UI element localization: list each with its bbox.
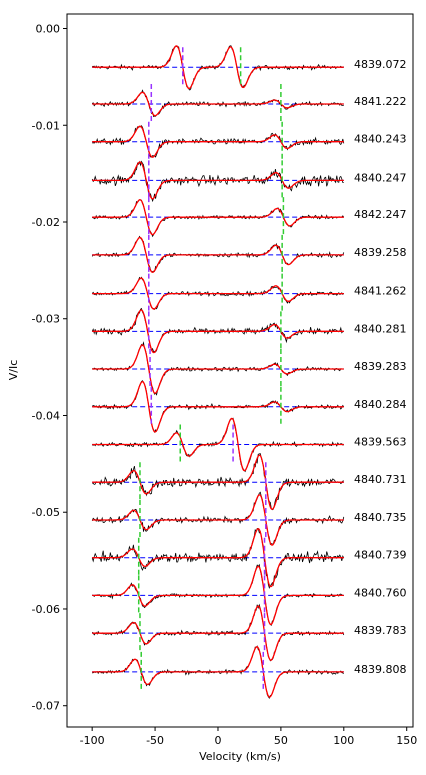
series-label: 4839.072: [354, 58, 407, 71]
series-label: 4840.281: [354, 322, 407, 335]
x-tick-label: 100: [333, 734, 354, 747]
model-profile: [92, 605, 344, 661]
series-label: 4841.222: [354, 95, 407, 108]
model-profile: [92, 454, 344, 511]
model-profile: [92, 309, 344, 354]
y-tick-label: -0.03: [32, 313, 60, 326]
model-profile: [92, 494, 344, 546]
model-profile: [92, 645, 344, 698]
observed-profile: [91, 160, 344, 203]
model-profile: [92, 417, 344, 472]
model-profile: [92, 91, 344, 117]
model-profile: [92, 199, 344, 236]
y-tick-label: -0.04: [32, 409, 60, 422]
y-tick-label: -0.07: [32, 700, 60, 713]
model-profile: [92, 380, 344, 433]
series-label: 4839.258: [354, 246, 407, 259]
y-tick-label: -0.02: [32, 216, 60, 229]
series-label: 4840.731: [354, 473, 407, 486]
x-tick-label: 150: [396, 734, 417, 747]
plot-background: [67, 14, 413, 727]
x-tick-label: 50: [274, 734, 288, 747]
series-labels: 4839.072 4841.222 4840.243 4840.247 4842.247…: [354, 58, 407, 676]
x-axis-ticks: -100 -50 0 50 100 150: [80, 727, 417, 747]
model-profile: [92, 277, 344, 310]
series-label: 4840.284: [354, 398, 407, 411]
y-tick-label: 0.00: [36, 23, 61, 36]
series-label: 4840.247: [354, 171, 407, 184]
series-label: 4842.247: [354, 208, 407, 221]
model-profile: [92, 344, 344, 394]
y-tick-label: -0.01: [32, 119, 60, 132]
model-profile: [92, 125, 344, 158]
model-profile: [92, 527, 344, 588]
series-label: 4840.735: [354, 511, 407, 524]
y-axis-ticks: 0.00 -0.01 -0.02 -0.03 -0.04 -0.05 -0.06 -0.07: [32, 23, 67, 713]
series-label: 4840.739: [354, 549, 407, 562]
x-tick-label: -50: [146, 734, 164, 747]
x-tick-label: 0: [214, 734, 221, 747]
model-profile: [92, 45, 344, 90]
series-label: 4841.262: [354, 285, 407, 298]
series-label: 4839.808: [354, 663, 407, 676]
velocity-markers: [137, 47, 285, 692]
model-profile: [92, 161, 344, 200]
y-tick-label: -0.06: [32, 603, 60, 616]
series-label: 4839.283: [354, 360, 407, 373]
series-curves: [91, 45, 345, 699]
series-label: 4839.783: [354, 624, 407, 637]
series-label: 4839.563: [354, 436, 407, 449]
y-axis-label: V/Ic: [7, 360, 20, 381]
model-profile: [92, 565, 344, 626]
x-axis-label: Velocity (km/s): [199, 750, 281, 763]
model-profile: [92, 236, 344, 273]
plot-frame: [66, 13, 414, 728]
x-tick-label: -100: [80, 734, 105, 747]
series-label: 4840.243: [354, 133, 407, 146]
y-tick-label: -0.05: [32, 506, 60, 519]
series-label: 4840.760: [354, 586, 407, 599]
